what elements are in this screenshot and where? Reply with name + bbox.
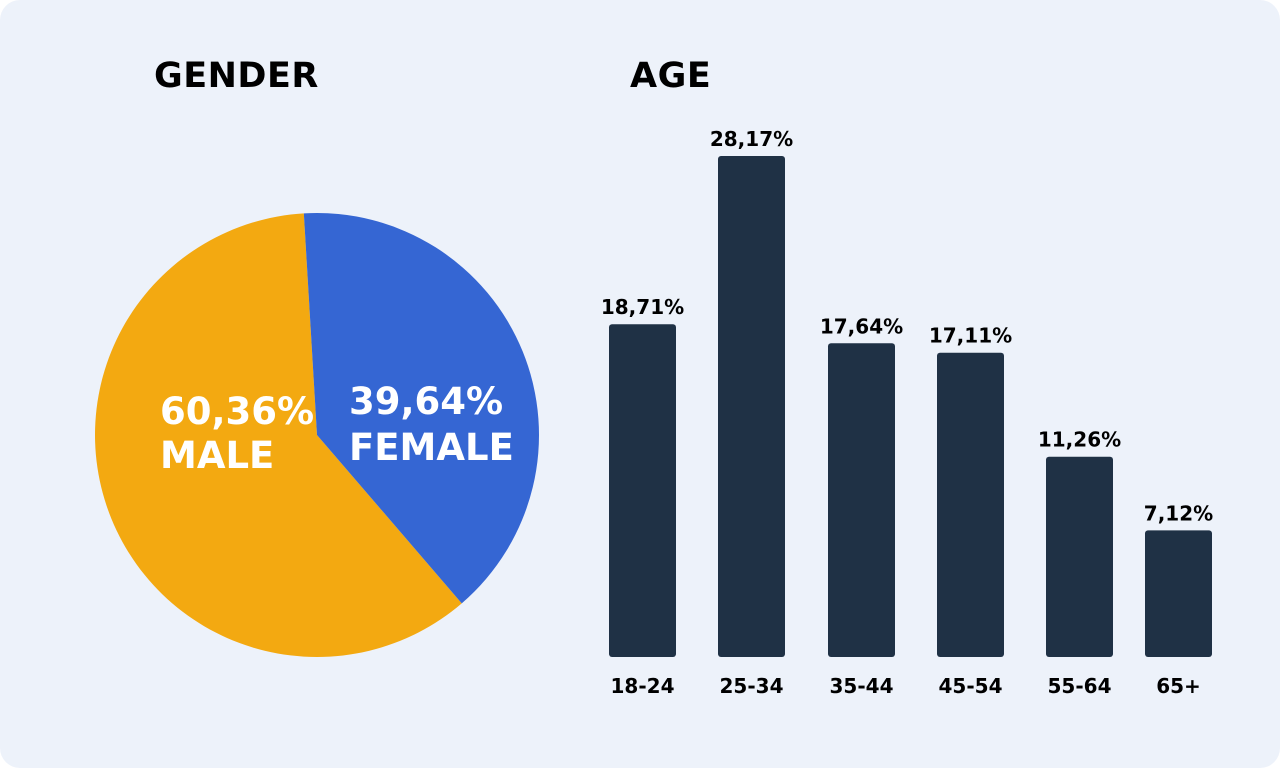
age-bar-35-44 <box>828 343 895 657</box>
age-category-label: 18-24 <box>611 674 675 698</box>
age-bar-value-label: 11,26% <box>1038 428 1121 452</box>
pie-slice-female <box>303 212 540 604</box>
age-bar-value-label: 17,11% <box>929 324 1012 348</box>
pie-label-male: MALE <box>160 434 274 477</box>
age-bar-value-label: 28,17% <box>710 127 793 151</box>
gender-chart-title: GENDER <box>154 56 319 96</box>
age-bar-45-54 <box>937 352 1004 657</box>
age-category-label: 55-64 <box>1048 674 1112 698</box>
age-bar-value-label: 7,12% <box>1144 501 1213 525</box>
age-bar-value-label: 17,64% <box>820 314 903 338</box>
age-bar-value-label: 18,71% <box>601 295 684 319</box>
pie-label-female: FEMALE <box>349 426 514 469</box>
age-chart-title: AGE <box>630 56 712 96</box>
age-bar-55-64 <box>1046 456 1113 657</box>
pie-slice-male <box>95 213 462 657</box>
gender-pie-chart: 60,36% MALE 39,64% FEMALE <box>95 212 540 657</box>
age-category-label: 35-44 <box>830 674 894 698</box>
age-bar-chart: 18,71% 18-24 28,17% 25-34 17,64% 35-44 17,11% 4… <box>601 127 1213 698</box>
age-category-label: 25-34 <box>720 674 784 698</box>
pie-label-male-percent: 60,36% <box>160 390 314 433</box>
age-bar-25-34 <box>718 156 785 657</box>
pie-label-female-percent: 39,64% <box>349 380 503 423</box>
age-bar-65+ <box>1145 530 1212 657</box>
age-category-label: 45-54 <box>939 674 1003 698</box>
age-bar-18-24 <box>609 324 676 657</box>
age-category-label: 65+ <box>1156 674 1201 698</box>
